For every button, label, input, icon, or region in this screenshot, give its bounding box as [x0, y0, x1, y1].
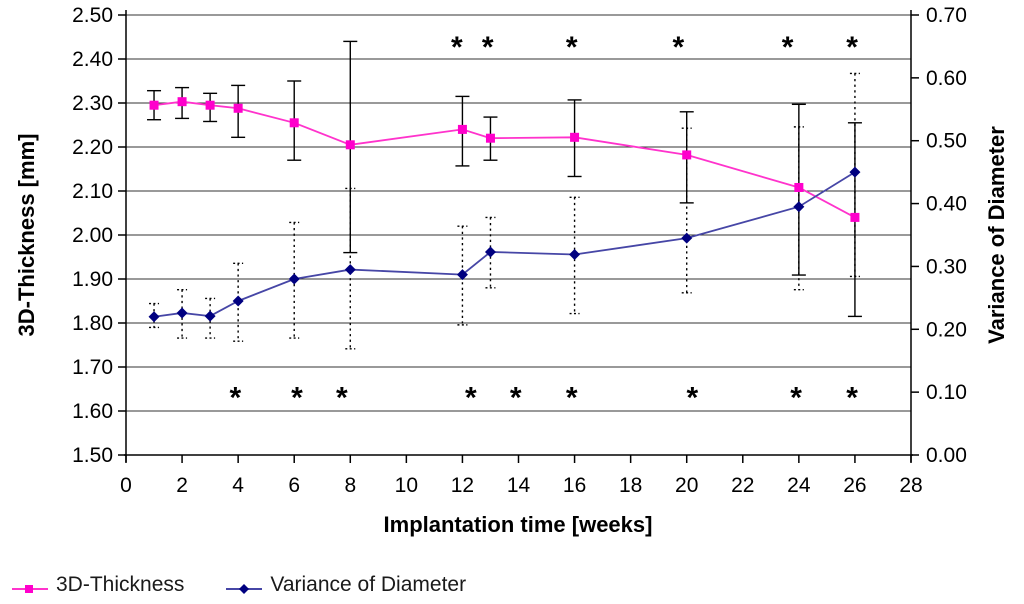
y-left-tick-label: 1.50	[72, 444, 113, 467]
y-left-tick-label: 2.30	[72, 92, 113, 115]
y-right-tick-label: 0.00	[926, 444, 967, 467]
x-tick-label: 16	[563, 474, 586, 497]
significance-asterisks: * * * * * * * * * * * * * * *	[229, 31, 858, 414]
significance-asterisk: *	[451, 31, 463, 64]
significance-asterisk: *	[229, 381, 241, 414]
x-tick-label: 28	[899, 474, 922, 497]
y-right-tick-labels: 0.70 0.60 0.50 0.40 0.30 0.20 0.10 0.00	[926, 4, 967, 467]
y-left-tick-label: 2.00	[72, 224, 113, 247]
y-right-tick-label: 0.70	[926, 4, 967, 27]
significance-asterisk: *	[465, 381, 477, 414]
x-tick-label: 8	[344, 474, 356, 497]
significance-asterisk: *	[790, 381, 802, 414]
y-left-tick-label: 2.20	[72, 136, 113, 159]
significance-asterisk: *	[336, 381, 348, 414]
x-tick-label: 6	[288, 474, 300, 497]
series-3d-thickness	[149, 97, 860, 222]
y-right-tick-label: 0.50	[926, 130, 967, 153]
y-left-tick-label: 1.80	[72, 312, 113, 335]
series-variance-of-diameter	[148, 166, 861, 323]
legend: 3D-Thickness Variance of Diameter	[12, 573, 466, 597]
significance-asterisk: *	[782, 31, 794, 64]
y-right-tick-label: 0.30	[926, 255, 967, 278]
x-tick-label: 24	[787, 474, 811, 497]
significance-asterisk: *	[566, 381, 578, 414]
y-right-tick-label: 0.40	[926, 193, 967, 216]
legend-item-variance: Variance of Diameter	[226, 573, 466, 597]
significance-asterisk: *	[846, 31, 858, 64]
y-left-axis-title: 3D-Thickness [mm]	[14, 133, 39, 337]
legend-marker-variance	[226, 578, 263, 594]
x-tick-label: 10	[395, 474, 418, 497]
y-right-tick-label: 0.20	[926, 318, 967, 341]
x-tick-labels: 0 2 4 6 8 10 12 14 16 18 20 22 24 26 28	[120, 474, 923, 497]
significance-asterisk: *	[510, 381, 522, 414]
y-left-tick-label: 1.90	[72, 268, 113, 291]
legend-label-variance: Variance of Diameter	[270, 573, 467, 596]
x-tick-label: 20	[675, 474, 698, 497]
y-left-tick-labels: 2.50 2.40 2.30 2.20 2.10 2.00 1.90 1.80 1.70 1.60…	[72, 4, 113, 467]
x-tick-label: 18	[619, 474, 642, 497]
x-tick-label: 4	[232, 474, 244, 497]
legend-item-3d-thickness: 3D-Thickness	[12, 573, 184, 597]
x-tick-label: 0	[120, 474, 132, 497]
significance-asterisk: *	[566, 31, 578, 64]
x-axis-title: Implantation time [weeks]	[383, 512, 653, 537]
significance-asterisk: *	[686, 381, 698, 414]
legend-marker-3d-thickness	[12, 578, 48, 593]
error-bars-variance	[149, 72, 860, 350]
y-right-tick-label: 0.10	[926, 381, 967, 404]
x-tick-label: 2	[176, 474, 188, 497]
y-left-tick-label: 1.70	[72, 356, 113, 379]
x-tick-label: 26	[843, 474, 866, 497]
y-left-tick-label: 1.60	[72, 400, 113, 423]
significance-asterisk: *	[291, 381, 303, 414]
y-right-tick-label: 0.60	[926, 67, 967, 90]
y-left-tick-label: 2.50	[72, 4, 113, 27]
x-tick-label: 12	[451, 474, 474, 497]
x-tick-label: 14	[507, 474, 531, 497]
significance-asterisk: *	[846, 381, 858, 414]
y-right-axis-title: Variance of Diameter	[984, 126, 1009, 344]
significance-asterisk: *	[672, 31, 684, 64]
legend-label-3d-thickness: 3D-Thickness	[56, 573, 185, 596]
y-left-tick-label: 2.10	[72, 180, 113, 203]
significance-asterisk: *	[482, 31, 494, 64]
y-left-tick-label: 2.40	[72, 48, 113, 71]
x-tick-label: 22	[731, 474, 754, 497]
error-bars-thickness	[147, 40, 862, 318]
axes	[118, 10, 919, 463]
